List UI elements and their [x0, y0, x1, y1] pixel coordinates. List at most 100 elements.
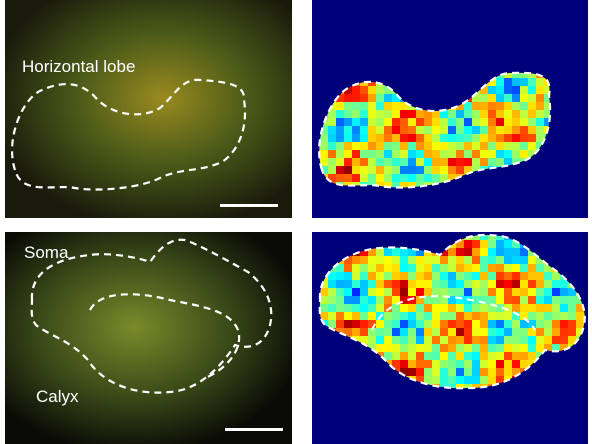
heatmap-cell	[448, 256, 456, 264]
heatmap-cell	[408, 288, 416, 296]
heatmap-cell	[400, 320, 408, 328]
heatmap-cell	[464, 126, 472, 134]
heatmap-cell	[512, 296, 520, 304]
heatmap-cell	[536, 86, 544, 94]
figure: Horizontal lobe Soma Calyx	[0, 0, 592, 444]
micrograph	[5, 232, 292, 444]
heatmap-cell	[416, 264, 424, 272]
heatmap-cell	[536, 320, 544, 328]
heatmap-cell	[360, 296, 368, 304]
heatmap-cell	[360, 320, 368, 328]
heatmap-cell	[496, 264, 504, 272]
heatmap-cell	[480, 312, 488, 320]
heatmap-cell	[376, 288, 384, 296]
heatmap-cell	[496, 368, 504, 376]
heatmap-cell	[520, 78, 528, 86]
heatmap-cell	[480, 320, 488, 328]
heatmap-cell	[448, 118, 456, 126]
heatmap-cell	[504, 126, 512, 134]
heatmap-cell	[328, 134, 336, 142]
heatmap-cell	[352, 142, 360, 150]
heatmap-cell	[512, 94, 520, 102]
heatmap-cell	[416, 118, 424, 126]
heatmap-cell	[416, 158, 424, 166]
heatmap-cell	[504, 328, 512, 336]
heatmap-cell	[488, 360, 496, 368]
heatmap-cell	[496, 158, 504, 166]
heatmap-cell	[336, 174, 344, 182]
heatmap-cell	[496, 86, 504, 94]
heatmap-cell	[472, 158, 480, 166]
heatmap-cell	[328, 158, 336, 166]
heatmap-cell	[488, 126, 496, 134]
heatmap-cell	[400, 150, 408, 158]
heatmap-cell	[472, 264, 480, 272]
heatmap-cell	[472, 272, 480, 280]
heatmap-cell	[328, 288, 336, 296]
heatmap-cell	[512, 78, 520, 86]
heatmap-cell	[520, 94, 528, 102]
heatmap-cell	[392, 304, 400, 312]
heatmap-cell	[400, 312, 408, 320]
heatmap-cell	[408, 256, 416, 264]
heatmap-cell	[456, 158, 464, 166]
heatmap-cell	[408, 126, 416, 134]
heatmap-cell	[416, 110, 424, 118]
heatmap-cell	[448, 264, 456, 272]
heatmap-cell	[384, 296, 392, 304]
heatmap-cell	[384, 142, 392, 150]
heatmap-cell	[352, 158, 360, 166]
heatmap-cell	[408, 264, 416, 272]
heatmap-cell	[376, 264, 384, 272]
heatmap-cell	[456, 166, 464, 174]
heatmap-cell	[416, 272, 424, 280]
heatmap-cell	[472, 256, 480, 264]
heatmap-cell	[408, 304, 416, 312]
heatmap-cell	[504, 78, 512, 86]
heatmap-cell	[488, 272, 496, 280]
heatmap-cell	[456, 264, 464, 272]
heatmap-cell	[384, 256, 392, 264]
heatmap-cell	[416, 336, 424, 344]
heatmap-cell	[408, 336, 416, 344]
heatmap-cell	[528, 256, 536, 264]
heatmap-cell	[360, 272, 368, 280]
heatmap-cell	[448, 312, 456, 320]
heatmap-cell	[480, 328, 488, 336]
heatmap-cell	[496, 328, 504, 336]
heatmap-cell	[528, 304, 536, 312]
heatmap-cell	[368, 174, 376, 182]
heatmap-cell	[408, 166, 416, 174]
heatmap-cell	[432, 158, 440, 166]
heatmap-cell	[424, 344, 432, 352]
heatmap-cell	[416, 166, 424, 174]
heatmap-cell	[384, 336, 392, 344]
heatmap-cell	[536, 336, 544, 344]
heatmap-cell	[448, 142, 456, 150]
heatmap-cell	[528, 352, 536, 360]
heatmap-cell	[408, 174, 416, 182]
heatmap-cell	[512, 280, 520, 288]
heatmap-cell	[376, 256, 384, 264]
heatmap-cell	[488, 376, 496, 384]
heatmap-cell	[336, 110, 344, 118]
heatmap-cell	[528, 264, 536, 272]
heatmap-cell	[360, 174, 368, 182]
heatmap-cell	[536, 328, 544, 336]
heatmap-cell	[480, 272, 488, 280]
heatmap-cell	[472, 376, 480, 384]
heatmap-cell	[496, 288, 504, 296]
heatmap-cell	[512, 256, 520, 264]
region-label: Horizontal lobe	[22, 57, 135, 76]
heatmap-cell	[368, 304, 376, 312]
heatmap-cell	[448, 336, 456, 344]
heatmap-cell	[464, 118, 472, 126]
heatmap-cell	[456, 134, 464, 142]
heatmap-cell	[472, 288, 480, 296]
heatmap-cell	[384, 272, 392, 280]
heatmap-cell	[512, 150, 520, 158]
heatmap-cell	[320, 296, 328, 304]
heatmap-cell	[536, 288, 544, 296]
heatmap-cell	[368, 118, 376, 126]
heatmap-cell	[440, 264, 448, 272]
